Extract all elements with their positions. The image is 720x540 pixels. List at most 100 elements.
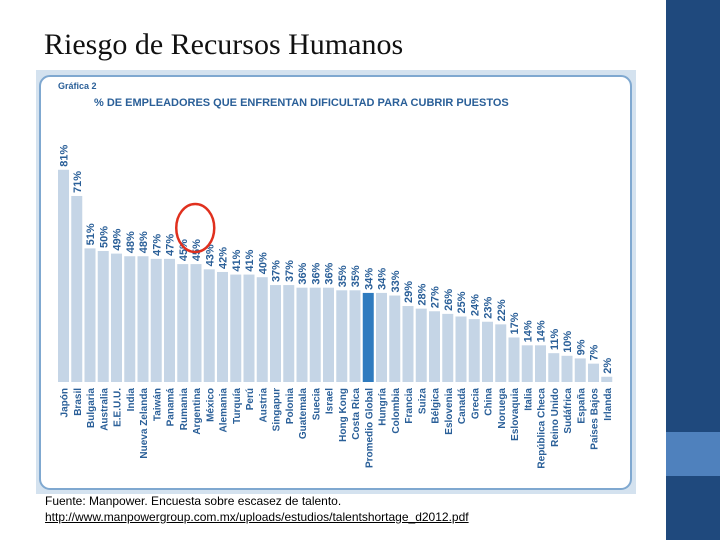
value-label-hungria: 34% [377, 268, 389, 290]
category-label-singapur: Singapur [272, 388, 283, 431]
accent-bar-bottom [666, 476, 720, 540]
highlight-circle [175, 202, 216, 254]
bar-turquia [230, 274, 242, 382]
bar-taiwan [150, 258, 162, 382]
category-label-argentina: Argentina [192, 388, 203, 435]
bar-colombia [389, 295, 401, 382]
value-label-francia: 29% [403, 281, 415, 303]
bar-irlanda [601, 376, 613, 382]
bar-grecia [468, 319, 480, 382]
category-label-nueva-zelanda: Nueva Zelanda [139, 388, 150, 459]
value-label-guatemala: 36% [297, 262, 309, 284]
bar-suiza [415, 308, 427, 382]
value-label-noruega: 22% [496, 299, 508, 321]
category-label-china: China [484, 388, 495, 416]
value-label-irlanda: 2% [602, 358, 614, 374]
bar-noruega [495, 324, 507, 382]
category-label-francia: Francia [404, 388, 415, 424]
value-label-polonia: 37% [284, 260, 296, 282]
category-label-brasil: Brasil [73, 388, 84, 416]
category-label-turquia: Turquía [232, 388, 243, 424]
category-label-alemania: Alemania [219, 388, 230, 433]
category-label-suecia: Suecia [311, 388, 322, 421]
value-label-japon: 81% [59, 145, 71, 167]
value-label-panama: 47% [165, 234, 177, 256]
bar-argentina [190, 264, 202, 382]
category-label-australia: Australia [99, 388, 110, 431]
bar-e-e-u-u [111, 253, 122, 382]
bar-austria [256, 277, 268, 382]
bar-eslovenia [442, 313, 454, 382]
value-label-bulgaria: 51% [85, 223, 97, 245]
bar-espana [574, 358, 586, 382]
category-label-japon: Japón [60, 388, 71, 417]
slide-title: Riesgo de Recursos Humanos [44, 28, 404, 61]
category-label-e-e-u-u: E.E.U.U. [113, 388, 124, 427]
category-label-italia: Italia [523, 388, 534, 411]
value-label-china: 23% [483, 297, 495, 319]
value-label-e-e-u-u: 49% [112, 228, 124, 250]
bar-china [482, 321, 493, 382]
value-label-paises-bajos: 7% [589, 345, 601, 361]
bar-suecia [309, 287, 321, 382]
bar-sudafrica [561, 355, 573, 382]
category-label-taiwan: Taiwán [152, 388, 163, 421]
value-label-brasil: 71% [72, 171, 84, 193]
bar-reino-unido [548, 353, 560, 382]
bar-singapur [270, 285, 281, 382]
chart-label: Gráfica 2 [58, 81, 97, 91]
category-label-belgica: Bélgica [431, 388, 442, 424]
bar-hungria [376, 292, 387, 382]
value-label-grecia: 24% [469, 294, 481, 316]
source-link[interactable]: http://www.manpowergroup.com.mx/uploads/… [45, 510, 469, 524]
value-label-canada: 25% [456, 291, 468, 313]
value-label-colombia: 33% [390, 270, 402, 292]
category-label-rumania: Rumania [179, 388, 190, 431]
bar-rumania [177, 264, 189, 382]
category-label-panama: Panamá [166, 388, 177, 427]
category-label-eslovaquia: Eslovaquia [510, 388, 521, 441]
bar-alemania [217, 271, 228, 382]
bar-nueva-zelanda [137, 256, 149, 382]
bar-japon [58, 169, 69, 382]
bar-australia [97, 251, 109, 382]
bar-bulgaria [84, 248, 96, 382]
category-label-israel: Israel [325, 388, 336, 414]
bar-italia [521, 345, 533, 382]
bar-belgica [429, 311, 440, 382]
value-label-eslovaquia: 17% [509, 312, 521, 334]
bar-india [124, 256, 136, 382]
value-label-promedio-global: 34% [363, 268, 375, 290]
value-label-republica-checa: 14% [536, 320, 548, 342]
value-label-india: 48% [125, 231, 137, 253]
value-label-turquia: 41% [231, 249, 243, 271]
category-label-mexico: México [205, 388, 216, 422]
category-label-hong-kong: Hong Kong [338, 388, 349, 442]
bar-guatemala [296, 287, 308, 382]
category-label-grecia: Grecia [470, 388, 481, 420]
bar-hong-kong [336, 290, 348, 382]
value-label-australia: 50% [98, 226, 110, 248]
value-label-eslovenia: 26% [443, 289, 455, 311]
category-label-irlanda: Irlanda [603, 388, 614, 421]
bar-israel [323, 287, 334, 382]
category-label-costa-rica: Costa Rica [351, 388, 362, 440]
category-label-suiza: Suiza [417, 388, 428, 415]
value-label-belgica: 27% [430, 286, 442, 308]
bar-eslovaquia [508, 337, 520, 382]
category-label-colombia: Colombia [391, 388, 402, 434]
bar-polonia [283, 285, 295, 382]
value-label-suecia: 36% [310, 262, 322, 284]
bar-peru [243, 274, 255, 382]
value-label-singapur: 37% [271, 260, 283, 282]
value-label-reino-unido: 11% [549, 329, 561, 351]
value-label-argentina: 45% [191, 239, 203, 261]
bar-promedio-global [362, 292, 374, 382]
bar-costa-rica [349, 290, 361, 382]
category-label-noruega: Noruega [497, 388, 508, 429]
category-label-peru: Perú [245, 388, 256, 410]
bar-republica-checa [535, 345, 546, 382]
value-label-mexico: 43% [204, 244, 216, 266]
value-label-israel: 36% [324, 262, 336, 284]
accent-bar-top [666, 0, 720, 432]
